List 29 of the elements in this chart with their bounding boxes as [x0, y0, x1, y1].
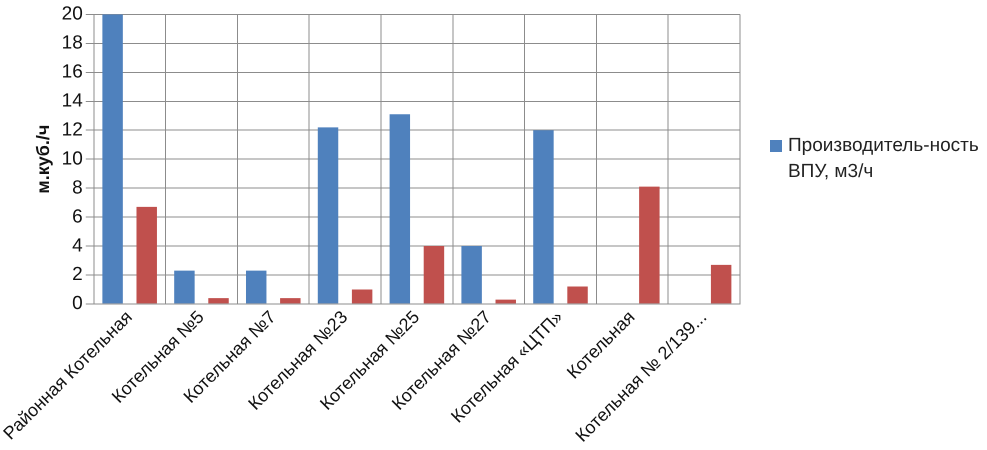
bar [208, 298, 229, 304]
bar [280, 298, 301, 304]
bar [102, 14, 123, 304]
y-tick-label: 0 [72, 293, 83, 314]
bar [136, 206, 157, 304]
y-tick-label: 4 [72, 235, 84, 256]
y-tick-label: 12 [62, 119, 83, 140]
y-tick-label: 10 [62, 148, 83, 170]
bar [246, 270, 266, 304]
bar [567, 286, 588, 304]
bar [318, 127, 338, 304]
bar [424, 246, 444, 304]
y-tick-label: 8 [72, 177, 83, 198]
y-tick-label: 14 [62, 90, 84, 112]
bar [461, 246, 482, 304]
legend-label: Производитель-ность ВПУ, м3/ч [788, 134, 980, 184]
bar [639, 186, 660, 304]
bar [710, 264, 732, 304]
y-tick-label: 16 [62, 62, 83, 83]
y-tick-label: 18 [62, 32, 83, 54]
y-tick-label: 20 [62, 4, 83, 25]
bar [496, 300, 516, 304]
bar [174, 270, 195, 304]
bar [533, 130, 554, 304]
y-tick-label: 6 [72, 206, 83, 228]
y-axis-title: м.куб./ч [32, 124, 53, 194]
bar [390, 114, 410, 304]
y-tick-label: 2 [72, 264, 83, 286]
bar [352, 289, 372, 304]
